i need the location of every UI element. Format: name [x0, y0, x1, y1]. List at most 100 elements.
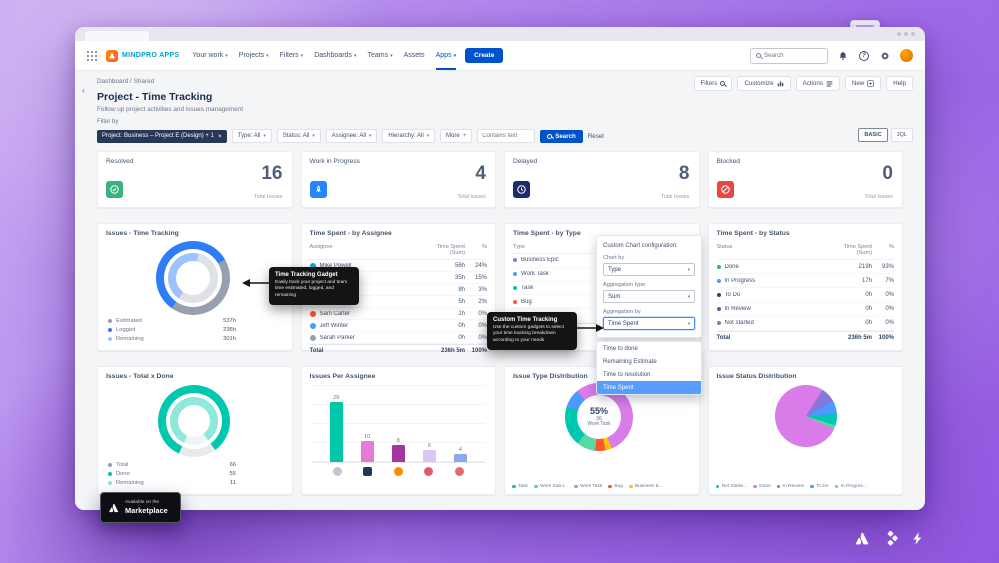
new-button[interactable]: New	[844, 76, 882, 91]
filter-bar: Project: Business – Project E (Design) +…	[97, 128, 604, 144]
time-tracking-donut-chart[interactable]	[156, 241, 230, 315]
avatar	[332, 467, 342, 476]
filters-button[interactable]: Filters	[693, 76, 733, 91]
legend-item: Not Starte...	[715, 484, 747, 489]
page-subtitle: Follow up project activities and issues …	[97, 106, 243, 113]
nav-assets[interactable]: Assets	[403, 52, 425, 59]
option-time-spent[interactable]: Time Spent	[597, 381, 701, 394]
aggregation-type-select[interactable]: Sum ▾	[603, 290, 695, 303]
project-filter-chip[interactable]: Project: Business – Project E (Design) +…	[97, 129, 227, 143]
hierarchy-filter-dropdown[interactable]: Hierarchy: All ▾	[382, 129, 436, 143]
table-row[interactable]: Sam Carter 1h 0%	[309, 308, 487, 320]
brand-logo[interactable]: MINDPRO APPS	[106, 49, 179, 62]
search-input[interactable]	[764, 52, 820, 59]
collapse-sidebar-icon[interactable]: ‹	[82, 85, 85, 95]
bar[interactable]	[360, 441, 374, 462]
legend-item: Done	[753, 484, 771, 489]
type-distribution-donut-chart[interactable]: 55% 36 Work Task	[565, 383, 633, 451]
plus-icon: +	[462, 133, 467, 139]
filter-search-button[interactable]: Search	[540, 129, 583, 143]
help-icon[interactable]: ?	[858, 50, 870, 62]
user-avatar[interactable]	[900, 49, 913, 62]
reset-filters-link[interactable]: Reset	[587, 132, 605, 140]
panel-issue-status-distribution: Issue Status Distribution Not Starte... …	[707, 366, 903, 495]
bar[interactable]	[329, 402, 343, 462]
option-time-to-done[interactable]: Time to done	[603, 345, 638, 352]
app-switcher-icon[interactable]	[87, 50, 97, 61]
table-row[interactable]: Jeff Winter 0h 0%	[309, 320, 487, 332]
chip-remove-icon[interactable]: ×	[217, 132, 222, 140]
table-row[interactable]: Mike Powell 56h 24%	[309, 260, 487, 272]
kpi-card-blocked[interactable]: Blocked 0 Total Issues	[707, 151, 903, 208]
jql-mode-button[interactable]: JQL	[890, 128, 913, 142]
breadcrumb[interactable]: Dashboard / Shared	[97, 78, 155, 85]
panel-issues-per-assignee: Issues Per Assignee 29 10 8 6 4	[300, 366, 496, 495]
assignee-filter-dropdown[interactable]: Assignee: All ▾	[325, 129, 378, 143]
legend-item: Work Task	[573, 484, 602, 489]
bar[interactable]	[453, 454, 467, 462]
kpi-card-resolved[interactable]: Resolved 16 Total Issues	[97, 151, 293, 208]
chevron-down-icon: ▾	[300, 52, 304, 59]
custom-time-tracking-tooltip: Custom Time Tracking Use the custom gadg…	[487, 312, 604, 350]
basic-mode-button[interactable]: BASIC	[858, 128, 888, 142]
chevron-down-icon: ▾	[312, 133, 315, 138]
kpi-card-work-in-progress[interactable]: Work in Progress 4 Total Issues	[300, 151, 496, 208]
status-filter-dropdown[interactable]: Status: All ▾	[276, 129, 321, 143]
chevron-down-icon: ▾	[390, 52, 393, 59]
panel-time-spent-by-status: Time Spent - by Status Status Time Spent …	[707, 223, 903, 351]
legend-item: Task	[512, 484, 528, 489]
nav-projects[interactable]: Projects ▾	[238, 52, 269, 59]
table-row[interactable]: In Review 0h 0%	[716, 303, 894, 317]
table-row[interactable]: In Progress 17h 7%	[716, 274, 894, 289]
search-icon	[720, 81, 726, 86]
chevron-down-icon: ▾	[266, 52, 269, 59]
more-filters-button[interactable]: More +	[440, 129, 473, 143]
lightning-bolt-mark-icon	[913, 532, 922, 545]
option-remaining-estimate[interactable]: Remaining Estimate	[603, 358, 657, 365]
contains-text-input[interactable]	[477, 129, 536, 143]
notifications-bell-icon[interactable]	[837, 50, 849, 62]
type-distribution-legend: Task Work Sub-t... Work Task Bug Busines…	[512, 484, 696, 489]
bar[interactable]	[422, 450, 436, 462]
table-row[interactable]: Sarah Parker 0h 0%	[309, 332, 487, 344]
legend-item: In Review	[776, 484, 804, 489]
chevron-down-icon: ▾	[687, 320, 690, 326]
bar[interactable]	[391, 445, 405, 462]
avatar	[424, 467, 434, 476]
browser-window: MINDPRO APPS Your work ▾ Projects ▾ Filter…	[75, 27, 925, 510]
table-row[interactable]: Done 219h 93%	[716, 260, 894, 275]
legend-item: Remaining 301h	[108, 334, 236, 343]
rocket-icon	[309, 181, 327, 198]
table-row[interactable]: Not started 0h 0%	[716, 317, 894, 331]
table-row[interactable]: To Do 0h 0%	[716, 288, 894, 303]
option-time-to-resolution[interactable]: Time to resolution	[603, 371, 651, 378]
chart-icon	[777, 81, 783, 87]
legend-item: Estimated 537h	[108, 317, 236, 326]
help-button[interactable]: Help	[886, 76, 913, 91]
custom-chart-config-popup: Custom Chart configuration: Chart by Typ…	[596, 235, 702, 395]
settings-gear-icon[interactable]	[879, 50, 891, 62]
actions-button[interactable]: Actions	[795, 76, 840, 91]
assignee-bar-chart[interactable]: 29 10 8 6 4	[311, 384, 485, 463]
chevron-down-icon: ▾	[369, 133, 372, 138]
type-filter-dropdown[interactable]: Type: All ▾	[231, 129, 272, 143]
create-button[interactable]: Create	[465, 48, 504, 63]
nav-teams[interactable]: Teams ▾	[367, 52, 393, 59]
panel-issues-time-tracking: Issues - Time Tracking Estimated 537h Log…	[97, 223, 293, 351]
atlassian-logo-icon	[109, 503, 119, 512]
nav-apps[interactable]: Apps ▾	[436, 41, 456, 70]
marketplace-badge[interactable]: Available on the Marketplace	[100, 492, 181, 523]
kpi-row: Resolved 16 Total Issues Work in Progres…	[97, 151, 903, 208]
browser-tab[interactable]	[85, 31, 149, 41]
nav-your-work[interactable]: Your work ▾	[192, 52, 228, 59]
customize-button[interactable]: Customize	[737, 76, 791, 91]
status-distribution-pie-chart[interactable]	[774, 385, 837, 447]
kpi-card-delayed[interactable]: Delayed 8 Total Issues	[504, 151, 700, 208]
nav-filters[interactable]: Filters ▾	[279, 52, 304, 59]
chart-by-label: Chart by	[603, 255, 625, 261]
chart-by-select[interactable]: Type ▾	[603, 263, 695, 276]
aggregation-by-select[interactable]: Time Spent ▾	[603, 317, 695, 330]
global-search[interactable]	[750, 47, 828, 64]
nav-dashboards[interactable]: Dashboards ▾	[314, 52, 357, 59]
total-done-gauge-chart[interactable]	[158, 385, 230, 457]
